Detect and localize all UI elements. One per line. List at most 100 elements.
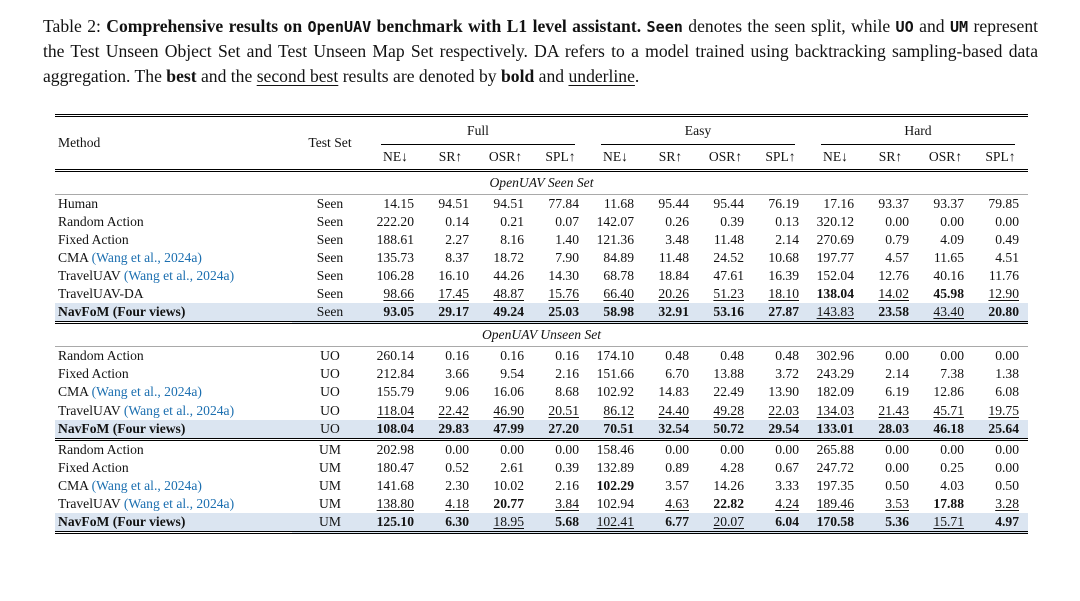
citation-link[interactable]: (Wang et al., 2024a) (91, 249, 202, 265)
metric-value-cell: 14.02 (878, 286, 909, 302)
metric-value-cell: 25.64 (973, 419, 1028, 441)
method-name: CMA (58, 477, 89, 493)
testset-cell: UM (319, 477, 341, 493)
metric-value-cell: 47.61 (713, 267, 744, 283)
method-cell: TravelUAV-DA (55, 285, 292, 303)
citation-link[interactable]: (Wang et al., 2024a) (91, 477, 202, 493)
metric-value-cell: 12.76 (878, 267, 909, 283)
table-row: TravelUAV (Wang et al., 2024a) UM 138.80 4.… (55, 495, 1028, 513)
testset-cell: Seen (316, 231, 344, 247)
method-name: Human (58, 195, 99, 211)
metric-value-cell: 188.61 (376, 231, 414, 247)
metric-value-cell: 0.00 (995, 441, 1019, 457)
metric-value-cell: 2.14 (885, 366, 909, 382)
metric-value-cell: 0.00 (555, 441, 579, 457)
method-name: NavFoM (Four views) (58, 420, 186, 436)
metric-value-cell: 0.00 (995, 213, 1019, 229)
metric-value-cell: 0.50 (885, 477, 909, 493)
citation-link[interactable]: (Wang et al., 2024a) (123, 267, 235, 283)
method-cell: Random Action (55, 439, 292, 459)
metric-value-cell: 0.26 (665, 213, 689, 229)
testset-cell: Seen (316, 213, 344, 229)
metric-value-cell: 125.10 (368, 513, 423, 535)
testset-cell: Seen (316, 267, 344, 283)
section-title-row: OpenUAV Unseen Set (55, 322, 1028, 348)
metric-value-cell: 0.00 (995, 459, 1019, 475)
metric-value-cell: 84.89 (603, 249, 634, 265)
table-row: NavFoM (Four views) UM 125.10 6.30 18.95 5.68… (55, 513, 1028, 535)
metric-value-cell: 93.05 (368, 303, 423, 325)
section-title: OpenUAV Unseen Set (55, 322, 1028, 348)
results-table: Method Test Set Full Easy Hard NE↓ SR↑ OSR… (55, 114, 1028, 535)
metric-value-cell: 21.43 (878, 402, 909, 418)
metric-header: NE↓ (368, 144, 423, 172)
metric-value-cell: 0.89 (665, 459, 689, 475)
metric-value-cell: 2.14 (775, 231, 799, 247)
table-row: Fixed Action UM 180.47 0.52 2.61 0.39 132.89 0.… (55, 459, 1028, 477)
metric-value-cell: 302.96 (816, 348, 854, 364)
citation-link[interactable]: (Wang et al., 2024a) (123, 495, 235, 511)
metric-value-cell: 40.16 (933, 267, 964, 283)
metric-value-cell: 11.76 (988, 267, 1019, 283)
metric-value-cell: 32.54 (643, 419, 698, 441)
metric-value-cell: 3.33 (775, 477, 799, 493)
method-name: Random Action (58, 441, 144, 457)
caption-part: results are denoted by (338, 66, 501, 87)
method-cell: Fixed Action (55, 231, 292, 249)
metric-value-cell: 10.68 (768, 249, 799, 265)
testset-cell: Seen (316, 195, 344, 211)
column-header-testset: Test Set (292, 114, 368, 172)
metric-value-cell: 15.71 (918, 513, 973, 535)
metric-value-cell: 0.49 (995, 231, 1019, 247)
metric-value-cell: 20.77 (493, 495, 524, 511)
testset-cell: UM (319, 459, 341, 475)
metric-value-cell: 180.47 (376, 459, 414, 475)
column-group-full-label: Full (381, 122, 575, 145)
metric-header: SR↑ (863, 144, 918, 172)
caption-part: denotes the seen split, while (682, 16, 896, 36)
metric-value-cell: 320.12 (816, 213, 854, 229)
table-row: Random Action UO 260.14 0.16 0.16 0.16 174.10 0… (55, 347, 1028, 366)
citation-link[interactable]: (Wang et al., 2024a) (91, 384, 202, 400)
method-cell: TravelUAV (Wang et al., 2024a) (55, 495, 292, 513)
metric-value-cell: 0.14 (445, 213, 469, 229)
metric-value-cell: 86.12 (603, 402, 634, 418)
metric-value-cell: 0.67 (775, 459, 799, 475)
method-cell: TravelUAV (Wang et al., 2024a) (55, 267, 292, 285)
metric-value-cell: 0.25 (940, 459, 964, 475)
table-body: OpenUAV Seen Set Human Seen 14.15 94.51 94.51… (55, 170, 1028, 535)
method-name: NavFoM (Four views) (58, 304, 186, 320)
caption-part: and (534, 66, 569, 87)
metric-value-cell: 134.03 (816, 402, 854, 418)
metric-value-cell: 15.76 (548, 286, 579, 302)
citation-link[interactable]: (Wang et al., 2024a) (123, 402, 235, 418)
metric-value-cell: 14.15 (383, 195, 414, 211)
metric-value-cell: 94.51 (493, 195, 524, 211)
metric-value-cell: 3.57 (665, 477, 689, 493)
caption-part: OpenUAV (307, 18, 372, 36)
metric-value-cell: 3.66 (445, 366, 469, 382)
metric-value-cell: 138.80 (376, 495, 414, 511)
metric-value-cell: 102.41 (588, 513, 643, 535)
metric-value-cell: 270.69 (816, 231, 854, 247)
caption-part: Comprehensive results on (106, 16, 308, 36)
method-name: TravelUAV (58, 495, 121, 511)
metric-value-cell: 14.83 (658, 384, 689, 400)
metric-value-cell: 8.68 (555, 384, 579, 400)
metric-value-cell: 0.52 (445, 459, 469, 475)
metric-value-cell: 95.44 (658, 195, 689, 211)
metric-value-cell: 118.04 (377, 402, 414, 418)
metric-value-cell: 0.00 (995, 348, 1019, 364)
metric-value-cell: 22.03 (768, 402, 799, 418)
metric-value-cell: 170.58 (808, 513, 863, 535)
table-caption: Table 2: Comprehensive results on OpenUA… (43, 14, 1038, 89)
caption-part: best (166, 66, 197, 87)
testset-cell: Seen (292, 303, 368, 325)
caption-part: benchmark with L1 level assistant. (371, 16, 647, 36)
caption-part: represent the Test Unseen Object Set and… (43, 16, 1039, 87)
metric-value-cell: 0.39 (555, 459, 579, 475)
metric-value-cell: 0.00 (885, 441, 909, 457)
metric-value-cell: 0.00 (885, 459, 909, 475)
column-group-hard: Hard (808, 114, 1028, 145)
metric-value-cell: 0.00 (885, 213, 909, 229)
